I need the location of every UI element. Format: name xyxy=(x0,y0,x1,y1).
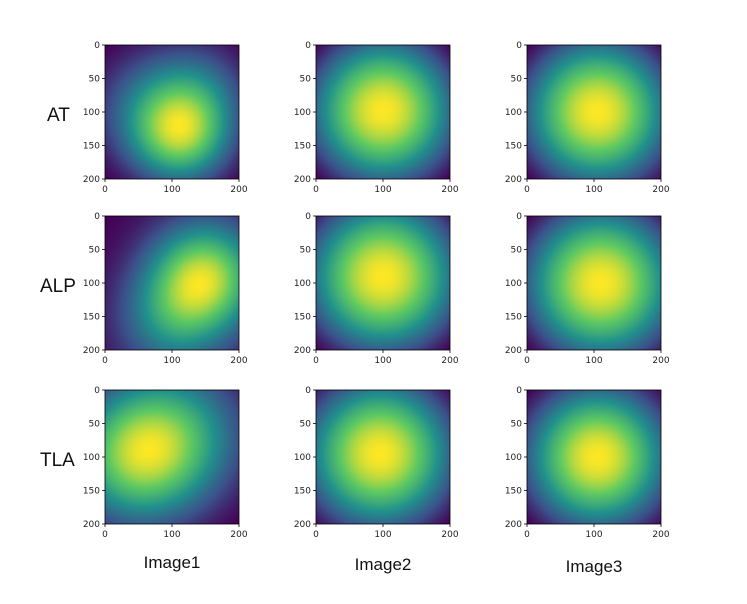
y-tick-label: 150 xyxy=(294,487,311,497)
x-tick-label: 100 xyxy=(585,185,602,195)
heatmap-image-at-image2 xyxy=(316,45,450,179)
y-tick-label: 100 xyxy=(294,453,311,463)
y-tick-label: 0 xyxy=(516,386,522,396)
y-tick-label: 50 xyxy=(89,75,101,85)
y-tick-label: 50 xyxy=(511,75,523,85)
y-tick-label: 200 xyxy=(294,346,311,356)
y-tick-label: 100 xyxy=(83,108,100,118)
y-tick-label: 200 xyxy=(505,346,522,356)
y-tick-label: 100 xyxy=(83,279,100,289)
x-tick-label: 200 xyxy=(652,185,669,195)
y-tick-label: 0 xyxy=(305,386,311,396)
x-tick-label: 0 xyxy=(102,530,108,540)
x-tick-label: 100 xyxy=(374,185,391,195)
x-tick-label: 0 xyxy=(524,356,530,366)
x-tick-label: 0 xyxy=(313,185,319,195)
y-tick-label: 100 xyxy=(505,453,522,463)
y-tick-label: 150 xyxy=(505,313,522,323)
x-tick-label: 0 xyxy=(524,530,530,540)
x-tick-label: 0 xyxy=(313,530,319,540)
heatmap-image-alp-image1 xyxy=(105,216,239,350)
y-tick-label: 50 xyxy=(89,246,101,256)
x-tick-label: 200 xyxy=(441,356,458,366)
y-tick-label: 50 xyxy=(511,420,523,430)
heatmap-image-alp-image2 xyxy=(316,216,450,350)
y-tick-label: 150 xyxy=(83,487,100,497)
y-tick-label: 150 xyxy=(294,313,311,323)
y-tick-label: 0 xyxy=(94,41,100,51)
y-tick-label: 200 xyxy=(83,175,100,185)
y-tick-label: 150 xyxy=(83,142,100,152)
heatmap-image-tla-image2 xyxy=(316,390,450,524)
y-tick-label: 150 xyxy=(505,142,522,152)
x-tick-label: 200 xyxy=(652,356,669,366)
x-tick-label: 100 xyxy=(374,356,391,366)
y-tick-label: 0 xyxy=(305,212,311,222)
y-tick-label: 150 xyxy=(505,487,522,497)
row-label-at: AT xyxy=(47,105,70,126)
y-tick-label: 0 xyxy=(94,212,100,222)
y-tick-label: 150 xyxy=(294,142,311,152)
x-tick-label: 0 xyxy=(102,356,108,366)
y-tick-label: 100 xyxy=(294,108,311,118)
row-label-tla: TLA xyxy=(40,450,75,471)
y-tick-label: 0 xyxy=(94,386,100,396)
x-tick-label: 200 xyxy=(652,530,669,540)
y-tick-label: 200 xyxy=(505,520,522,530)
x-tick-label: 0 xyxy=(102,185,108,195)
x-tick-label: 200 xyxy=(230,530,247,540)
y-tick-label: 200 xyxy=(83,520,100,530)
x-tick-label: 200 xyxy=(441,185,458,195)
y-tick-label: 100 xyxy=(294,279,311,289)
y-tick-label: 100 xyxy=(505,279,522,289)
column-label-image3: Image3 xyxy=(565,557,623,576)
y-tick-label: 100 xyxy=(505,108,522,118)
heatmap-image-tla-image3 xyxy=(527,390,661,524)
y-tick-label: 150 xyxy=(83,313,100,323)
x-tick-label: 100 xyxy=(163,185,180,195)
y-tick-label: 50 xyxy=(511,246,523,256)
x-tick-label: 0 xyxy=(313,356,319,366)
y-tick-label: 50 xyxy=(89,420,101,430)
x-tick-label: 100 xyxy=(585,530,602,540)
heatmap-image-at-image1 xyxy=(105,45,239,179)
y-tick-label: 200 xyxy=(83,346,100,356)
column-label-image1: Image1 xyxy=(143,553,201,572)
x-tick-label: 200 xyxy=(230,356,247,366)
y-tick-label: 200 xyxy=(294,520,311,530)
y-tick-label: 200 xyxy=(505,175,522,185)
y-tick-label: 200 xyxy=(294,175,311,185)
row-label-alp: ALP xyxy=(40,276,76,297)
y-tick-label: 0 xyxy=(516,41,522,51)
heatmap-image-at-image3 xyxy=(527,45,661,179)
y-tick-label: 50 xyxy=(300,246,312,256)
x-tick-label: 100 xyxy=(585,356,602,366)
heatmap-image-tla-image1 xyxy=(105,390,239,524)
column-label-image2: Image2 xyxy=(354,555,412,574)
y-tick-label: 0 xyxy=(305,41,311,51)
x-tick-label: 200 xyxy=(441,530,458,540)
y-tick-label: 50 xyxy=(300,75,312,85)
x-tick-label: 100 xyxy=(163,356,180,366)
x-tick-label: 0 xyxy=(524,185,530,195)
x-tick-label: 200 xyxy=(230,185,247,195)
y-tick-label: 0 xyxy=(516,212,522,222)
x-tick-label: 100 xyxy=(374,530,391,540)
y-tick-label: 100 xyxy=(83,453,100,463)
heatmap-image-alp-image3 xyxy=(527,216,661,350)
x-tick-label: 100 xyxy=(163,530,180,540)
y-tick-label: 50 xyxy=(300,420,312,430)
